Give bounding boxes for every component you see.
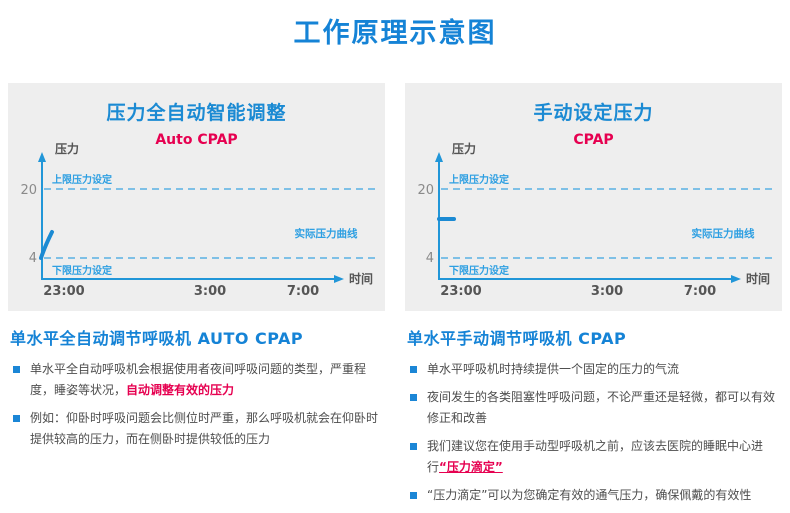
list-item: “压力滴定”可以为您确定有效的通气压力，确保佩戴的有效性 [405, 485, 782, 506]
upper-limit-label: 上限压力设定 [52, 173, 112, 186]
x-axis-title: 时间 [349, 271, 373, 286]
y-tick-4: 4 [29, 251, 37, 266]
y-axis-arrow-icon [435, 152, 443, 162]
list-item: 例如：仰卧时呼吸问题会比侧位时严重，那么呼吸机就会在仰卧时提供较高的压力，而在侧… [8, 408, 385, 450]
page-title: 工作原理示意图 [293, 18, 497, 49]
x-tick-2300: 23:00 [440, 284, 481, 299]
actual-pressure-curve [39, 230, 54, 260]
actual-pressure-curve-label: 实际压力曲线 [692, 227, 755, 240]
bullet-text: 例如：仰卧时呼吸问题会比侧位时严重，那么呼吸机就会在仰卧时提供较高的压力，而在侧… [30, 411, 379, 446]
y-axis-title: 压力 [55, 141, 79, 156]
x-tick-700: 7:00 [684, 284, 716, 299]
x-axis-title: 时间 [746, 271, 770, 286]
pressure-chart-auto: 压力 时间 20 4 上限压力设定 下限压力设定 实际压力曲线 23:00 3:… [20, 141, 378, 299]
lower-limit-label: 下限压力设定 [449, 264, 509, 277]
bullet-text: 单水平全自动呼吸机会根据使用者夜间呼吸问题的类型，严重程度，睡姿等状况， [30, 362, 367, 397]
panel-manual-heading: 手动设定压力 [533, 102, 654, 124]
x-tick-2300: 23:00 [43, 284, 84, 299]
bullet-highlight: “压力滴定” [439, 460, 503, 474]
x-tick-300: 3:00 [194, 284, 226, 299]
y-tick-4: 4 [426, 251, 434, 266]
actual-pressure-curve-label: 实际压力曲线 [295, 227, 358, 240]
upper-limit-label: 上限压力设定 [449, 173, 509, 186]
desc-auto-heading: 单水平全自动调节呼吸机 AUTO CPAP [10, 329, 304, 348]
desc-manual-cpap: 单水平手动调节呼吸机 CPAP 单水平呼吸机时持续提供一个固定的压力的气流 夜间… [405, 321, 782, 513]
x-tick-300: 3:00 [591, 284, 623, 299]
y-axis-title: 压力 [452, 141, 476, 156]
x-axis-arrow-icon [334, 275, 344, 283]
desc-auto-cpap: 单水平全自动调节呼吸机 AUTO CPAP 单水平全自动呼吸机会根据使用者夜间呼… [8, 321, 385, 513]
x-axis-arrow-icon [731, 275, 741, 283]
y-axis-arrow-icon [38, 152, 46, 162]
bullet-highlight: 自动调整有效的压力 [126, 383, 235, 397]
panel-auto-heading: 压力全自动智能调整 [106, 102, 287, 124]
lower-limit-label: 下限压力设定 [52, 264, 112, 277]
description-sections-row: 单水平全自动调节呼吸机 AUTO CPAP 单水平全自动呼吸机会根据使用者夜间呼… [8, 321, 782, 513]
bullet-square-icon [13, 415, 20, 422]
panel-manual-cpap: 手动设定压力 CPAP 压力 时间 20 4 上限压力设定 下限压力设定 实际压… [405, 83, 782, 311]
desc-manual-heading: 单水平手动调节呼吸机 CPAP [407, 329, 627, 348]
list-item: 我们建议您在使用手动型呼吸机之前，应该去医院的睡眠中心进行“压力滴定” [405, 436, 782, 478]
bullet-square-icon [410, 394, 417, 401]
bullet-text: “压力滴定”可以为您确定有效的通气压力，确保佩戴的有效性 [427, 488, 752, 502]
bullet-square-icon [410, 366, 417, 373]
panel-auto-cpap: 压力全自动智能调整 Auto CPAP 压力 时间 20 4 上限压力设定 下限… [8, 83, 385, 311]
y-tick-20: 20 [417, 183, 434, 198]
desc-auto-bullets: 单水平全自动呼吸机会根据使用者夜间呼吸问题的类型，严重程度，睡姿等状况，自动调整… [8, 359, 385, 450]
pressure-chart-manual: 压力 时间 20 4 上限压力设定 下限压力设定 实际压力曲线 23:00 3:… [417, 141, 775, 299]
list-item: 夜间发生的各类阻塞性呼吸问题，不论严重还是轻微，都可以有效修正和改善 [405, 387, 782, 429]
chart-panels-row: 压力全自动智能调整 Auto CPAP 压力 时间 20 4 上限压力设定 下限… [8, 83, 782, 311]
desc-manual-bullets: 单水平呼吸机时持续提供一个固定的压力的气流 夜间发生的各类阻塞性呼吸问题，不论严… [405, 359, 782, 506]
list-item: 单水平全自动呼吸机会根据使用者夜间呼吸问题的类型，严重程度，睡姿等状况，自动调整… [8, 359, 385, 401]
y-tick-20: 20 [20, 183, 37, 198]
panel-manual-subheading: CPAP [573, 132, 614, 148]
bullet-square-icon [13, 366, 20, 373]
list-item: 单水平呼吸机时持续提供一个固定的压力的气流 [405, 359, 782, 380]
x-tick-700: 7:00 [287, 284, 319, 299]
bullet-text: 夜间发生的各类阻塞性呼吸问题，不论严重还是轻微，都可以有效修正和改善 [427, 390, 776, 425]
bullet-text: 单水平呼吸机时持续提供一个固定的压力的气流 [427, 362, 680, 376]
bullet-square-icon [410, 443, 417, 450]
bullet-square-icon [410, 492, 417, 499]
panel-auto-subheading: Auto CPAP [155, 132, 238, 148]
